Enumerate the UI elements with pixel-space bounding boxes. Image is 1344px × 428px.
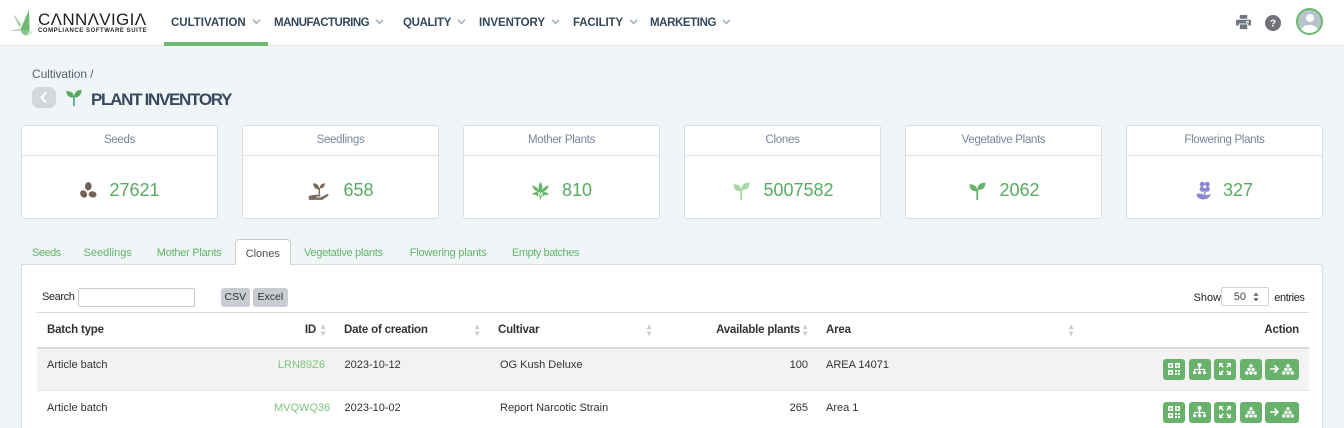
svg-text:?: ?: [1270, 19, 1276, 30]
svg-text:M: M: [538, 192, 543, 198]
